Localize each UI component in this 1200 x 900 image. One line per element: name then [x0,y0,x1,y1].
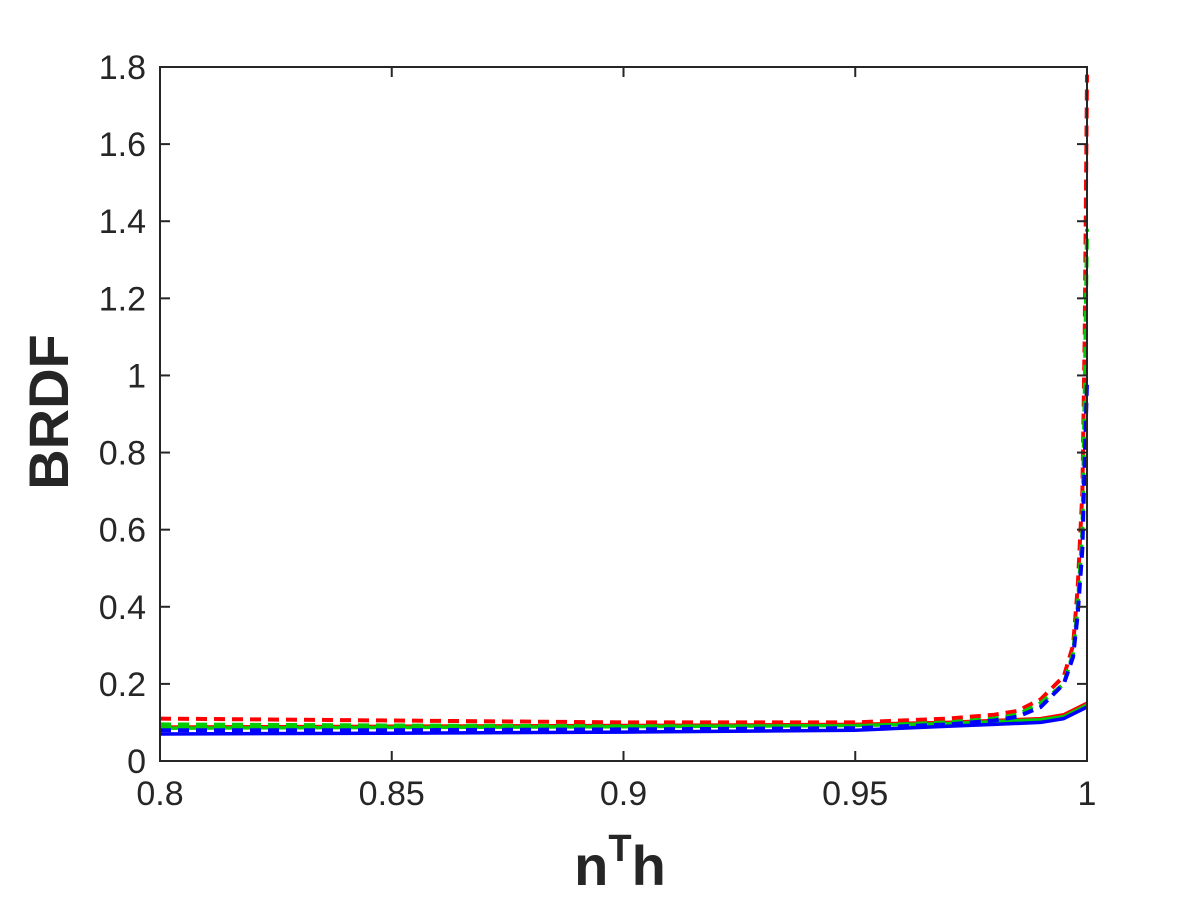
x-axis-title-superscript: T [608,828,631,870]
x-tick-label: 1 [1078,775,1097,813]
y-tick-label: 0 [127,743,146,781]
y-tick-label: 0.8 [99,435,146,473]
y-tick-label: 1 [127,357,146,395]
series-layer [159,74,1089,736]
x-axis-title-base: n [574,834,608,897]
y-tick-label: 0.6 [99,512,146,550]
y-tick-label: 1.2 [99,280,146,318]
dashed-series-line-3 [159,74,1089,725]
y-axis-title: BRDF [17,334,80,490]
y-tick-label: 0.2 [99,666,146,704]
dashed-series-line-4 [159,228,1089,729]
dashed-series-line-5 [160,383,1089,733]
x-tick-label: 0.95 [822,775,888,813]
plot-area [160,67,1087,761]
solid-series-line-2 [159,705,1088,736]
x-tick-label: 0.85 [359,775,425,813]
x-axis-title-suffix: h [632,834,666,897]
y-tick-label: 0.4 [99,589,146,627]
y-tick-label: 1.6 [99,126,146,164]
y-tick-label: 1.8 [99,49,146,87]
x-tick-label: 0.9 [600,775,647,813]
x-axis-title: nTh [574,828,666,897]
plot-background [160,67,1087,761]
axes: 0.8 0.85 0.9 0.95 1 0 0.2 0.4 0.6 0.8 1 1.2 1.4 1.6 1.… [99,49,1097,813]
y-tick-label: 1.4 [99,203,146,241]
x-tick-label: 0.8 [136,775,183,813]
